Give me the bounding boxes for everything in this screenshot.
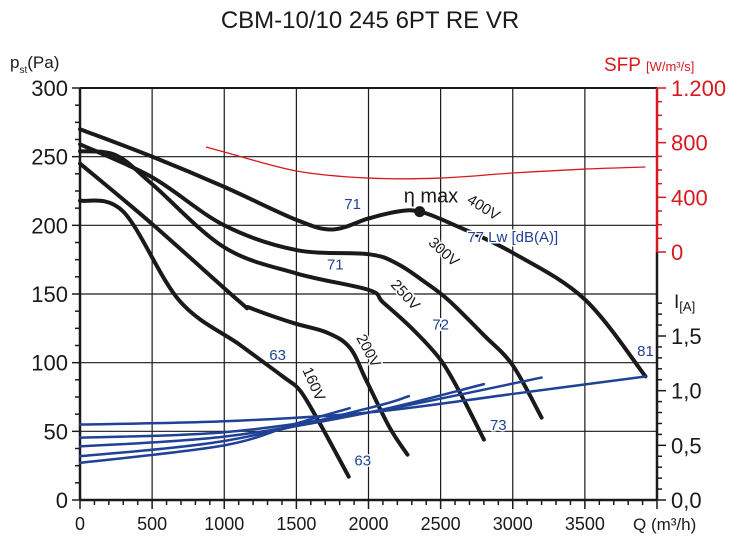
current-tick-label: 0,0 xyxy=(671,488,702,513)
y-tick-label: 50 xyxy=(44,419,68,444)
y-tick-label: 300 xyxy=(31,76,68,101)
eta-max-marker xyxy=(414,206,426,218)
grid xyxy=(80,88,657,500)
series xyxy=(78,127,648,479)
pressure-curve-250V xyxy=(78,149,486,442)
x-tick-label: 500 xyxy=(137,514,167,534)
voltage-label: 300V xyxy=(425,234,462,270)
current-tick-label: 0,5 xyxy=(671,433,702,458)
sfp-tick-label: 400 xyxy=(671,185,708,210)
sfp-tick-label: 0 xyxy=(671,240,683,265)
sound-level-label: 72 xyxy=(432,317,449,334)
y-tick-label: 0 xyxy=(56,488,68,513)
x-tick-label: 3000 xyxy=(493,514,533,534)
sfp-tick-label: 1.200 xyxy=(671,76,726,101)
pressure-curve-300V xyxy=(78,142,544,420)
pressure-curve-400V xyxy=(78,127,648,379)
x-tick-label: 2500 xyxy=(421,514,461,534)
x-axis-label: Q (m³/h) xyxy=(633,515,696,534)
sound-level-label: 71 xyxy=(344,196,361,213)
y-tick-label: 100 xyxy=(31,351,68,376)
sfp-curve xyxy=(205,146,646,180)
current-tick-label: 1,5 xyxy=(671,324,702,349)
y-tick-label: 150 xyxy=(31,282,68,307)
sound-level-label: 81 xyxy=(637,343,654,360)
pressure-curve-200V xyxy=(78,161,410,457)
current-axis-label: I[A] xyxy=(674,292,695,314)
y-tick-label: 250 xyxy=(31,145,68,170)
sound-level-label: 63 xyxy=(354,453,371,470)
x-tick-label: 1000 xyxy=(204,514,244,534)
current-curve-200V xyxy=(78,394,411,458)
voltage-label: 400V xyxy=(464,191,503,224)
x-tick-label: 0 xyxy=(75,514,85,534)
current-tick-label: 1,0 xyxy=(671,379,702,404)
x-tick-label: 3500 xyxy=(565,514,605,534)
sound-level-label: 77 Lw [dB(A)] xyxy=(467,229,558,246)
current-curve-160V xyxy=(78,406,351,465)
x-tick-label: 1500 xyxy=(276,514,316,534)
sound-level-label: 71 xyxy=(327,256,344,273)
y-tick-label: 200 xyxy=(31,213,68,238)
sfp-tick-label: 800 xyxy=(671,131,708,156)
chart-title: CBM-10/10 245 6PT RE VR xyxy=(221,7,519,34)
eta-max-label: η max xyxy=(404,186,458,208)
current-curve-400V xyxy=(78,375,647,426)
sound-level-label: 73 xyxy=(490,417,507,434)
x-tick-label: 2000 xyxy=(348,514,388,534)
sfp-axis-label: SFP [W/m³/s] xyxy=(604,55,694,76)
pressure-curve-160V xyxy=(78,198,351,479)
sound-level-label: 63 xyxy=(269,347,286,364)
y-axis-label: pst(Pa) xyxy=(10,53,59,76)
